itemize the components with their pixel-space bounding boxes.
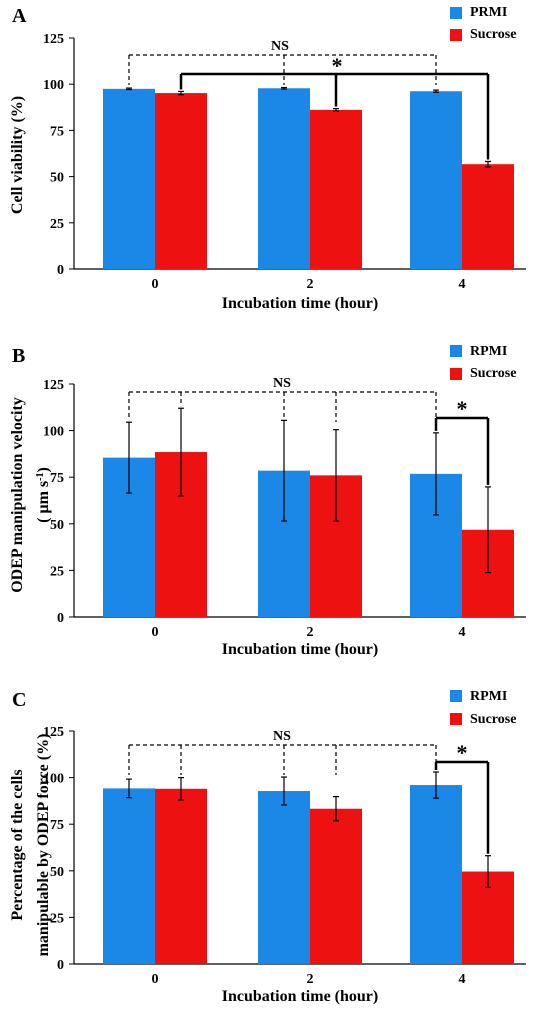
bar-rpmi-0	[103, 788, 155, 964]
panel-letter: B	[12, 345, 25, 367]
y-axis-label: ODEP manipulation velocity	[9, 397, 26, 593]
legend-swatch	[450, 7, 462, 19]
x-tick-label: 0	[152, 277, 159, 292]
y-tick-label: 25	[50, 217, 64, 232]
x-tick-label: 4	[459, 625, 466, 640]
y-axis-label: Cell viability (%)	[9, 96, 26, 214]
y-axis-label: manipulable by ODEP force (%)	[35, 734, 52, 957]
sig-star: *	[457, 396, 468, 421]
y-tick-label: 25	[50, 564, 64, 579]
x-axis-label: Incubation time (hour)	[222, 295, 378, 312]
y-axis-label: Percentage of the cells	[9, 769, 26, 920]
x-tick-label: 4	[459, 277, 466, 292]
panel-letter: A	[12, 5, 27, 27]
y-tick-label: 125	[43, 32, 64, 47]
y-tick-label: 100	[43, 78, 64, 93]
legend-label: Sucrose	[470, 366, 516, 381]
y-tick-label: 100	[43, 772, 64, 787]
legend-swatch	[450, 345, 462, 357]
x-tick-label: 2	[307, 972, 314, 987]
bar-prmi-4	[410, 91, 462, 269]
y-tick-label: 125	[43, 725, 64, 740]
ns-label: NS	[271, 39, 289, 54]
y-tick-label: 50	[50, 171, 64, 186]
y-tick-label: 75	[50, 471, 64, 486]
legend-label: PRMI	[470, 5, 507, 20]
x-tick-label: 2	[307, 277, 314, 292]
y-tick-label: 50	[50, 518, 64, 533]
y-tick-label: 100	[43, 425, 64, 440]
x-axis-label: Incubation time (hour)	[222, 641, 378, 658]
y-axis-label: ( μm s-1)	[35, 467, 53, 523]
ns-label: NS	[273, 729, 291, 744]
bar-sucrose-0	[155, 93, 207, 269]
x-tick-label: 4	[459, 972, 466, 987]
y-tick-label: 0	[57, 263, 64, 278]
legend-label: RPMI	[470, 689, 507, 704]
sig-star: *	[332, 53, 343, 78]
x-tick-label: 0	[152, 972, 159, 987]
legend-swatch	[450, 690, 462, 702]
bar-sucrose-4	[462, 164, 514, 269]
panel-letter: C	[12, 689, 26, 711]
legend-label: RPMI	[470, 344, 507, 359]
panel-a: A 0 25 50 75 100 125 0 2 4 Incubation time (hour) C…	[9, 5, 526, 312]
bar-sucrose-2	[310, 109, 362, 269]
bar-rpmi-4	[410, 785, 462, 964]
ns-label: NS	[273, 376, 291, 391]
panel-c: C 0 25 50 75 100 125 0 2 4 Incubation time (hour) P…	[9, 689, 526, 1005]
sig-star: *	[457, 740, 468, 765]
panel-b: B 0 25 50 75 100 125 0 2 4 Incubation time (hour) O…	[9, 344, 526, 658]
x-axis-label: Incubation time (hour)	[222, 988, 378, 1005]
y-tick-label: 50	[50, 865, 64, 880]
y-tick-label: 125	[43, 378, 64, 393]
legend-label: Sucrose	[470, 712, 516, 727]
legend-label: Sucrose	[470, 27, 516, 42]
y-tick-label: 75	[50, 818, 64, 833]
legend-swatch	[450, 368, 462, 380]
bar-prmi-0	[103, 88, 155, 269]
legend-swatch	[450, 713, 462, 725]
x-tick-label: 0	[152, 625, 159, 640]
y-tick-label: 75	[50, 124, 64, 139]
legend-swatch	[450, 29, 462, 41]
y-tick-label: 0	[57, 611, 64, 626]
bar-prmi-2	[258, 88, 310, 270]
y-tick-label: 25	[50, 911, 64, 926]
y-tick-label: 0	[57, 958, 64, 973]
bar-sucrose-0	[155, 788, 207, 964]
x-tick-label: 2	[307, 625, 314, 640]
bar-rpmi-2	[258, 791, 310, 964]
bar-sucrose-2	[310, 808, 362, 964]
